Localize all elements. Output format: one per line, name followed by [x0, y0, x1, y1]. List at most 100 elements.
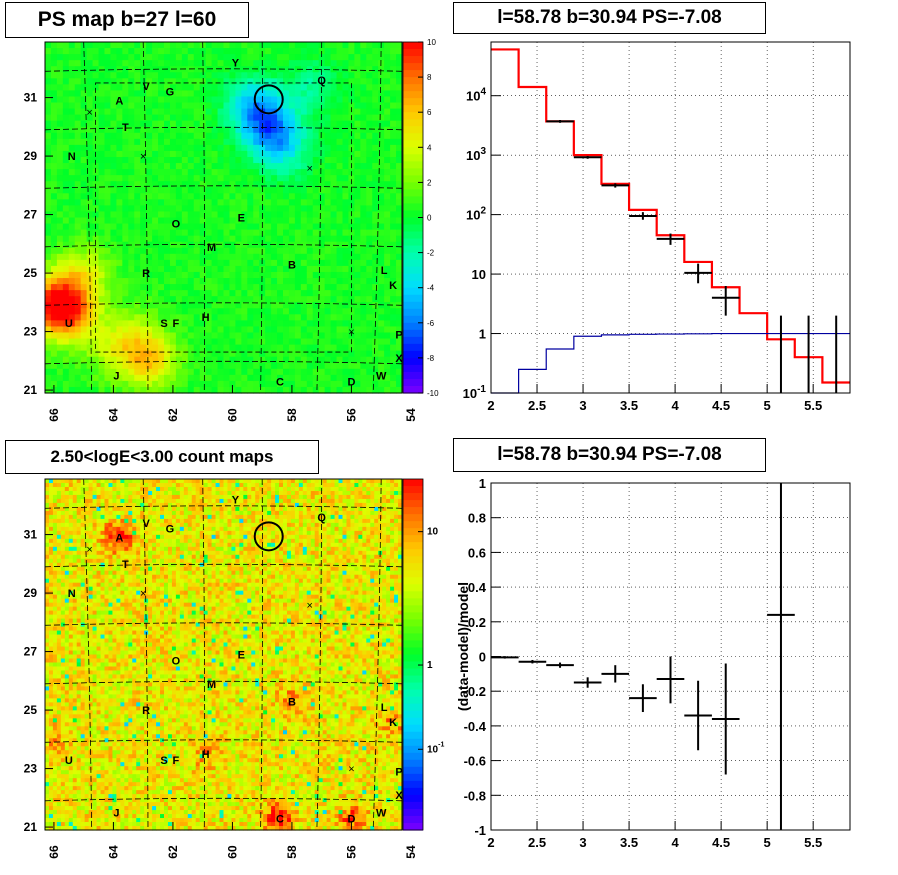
source-label: U	[65, 318, 73, 330]
y-tick-label: 25	[24, 703, 38, 717]
source-label: M	[207, 679, 216, 691]
data-point	[656, 233, 685, 245]
source-label: O	[172, 218, 181, 230]
x-tick-label: 2	[487, 835, 494, 850]
source-label: G	[166, 524, 175, 536]
source-label: L	[381, 265, 388, 277]
source-label: A	[115, 533, 123, 545]
source-label: G	[166, 87, 175, 99]
x-tick-label: 58	[285, 408, 299, 422]
x-tick-label: 64	[106, 845, 120, 859]
y-tick-label: -1	[474, 823, 486, 838]
map-grid	[44, 478, 403, 831]
source-cross: ×	[307, 600, 313, 612]
residual-point	[491, 656, 519, 659]
y-tick-label: 29	[24, 149, 38, 163]
y-tick-label: 21	[24, 383, 38, 397]
residual-point	[711, 663, 740, 775]
source-label: O	[172, 655, 181, 667]
residual-chart: 2 2.5 3 3.5 4 4.5 5 5.5 -1 -0.8 -0.6 -0.4 -0.2 0 0.2 0.…	[455, 476, 851, 850]
source-label: C	[276, 376, 284, 388]
region-box	[95, 82, 352, 353]
y-tick-label: 104	[466, 87, 486, 104]
x-tick-label: 5.5	[804, 835, 822, 850]
source-label: Q	[317, 512, 326, 524]
y-tick-label: -0.4	[464, 719, 487, 734]
data-point	[573, 155, 602, 159]
source-label: X	[395, 353, 403, 365]
source-label: R	[142, 705, 150, 717]
source-label: Y	[232, 57, 240, 69]
residual-point	[629, 684, 657, 713]
source-label: X	[395, 790, 403, 802]
y-tick-label: 1	[479, 327, 486, 342]
source-cross: ×	[86, 544, 92, 556]
y-tick-label: 31	[24, 528, 38, 542]
source-label: W	[376, 807, 387, 819]
source-label: S	[160, 318, 167, 330]
source-cross: ×	[348, 327, 354, 339]
source-label: K	[389, 280, 397, 292]
colorbar-tick-label: 0	[427, 214, 432, 223]
source-label: B	[288, 696, 296, 708]
source-label: E	[238, 213, 245, 225]
plot-frame	[44, 41, 403, 394]
source-label: Y	[232, 494, 240, 506]
target-circle	[253, 521, 284, 552]
y-tick-label: -0.2	[464, 684, 486, 699]
source-cross: ×	[140, 588, 146, 600]
y-tick-label: 103	[466, 146, 486, 163]
source-label: Q	[317, 75, 326, 87]
x-tick-label: 58	[285, 845, 299, 859]
source-label: E	[238, 650, 245, 662]
y-tick-label: 0	[479, 650, 486, 665]
x-tick-label: 62	[166, 408, 180, 422]
source-label: V	[142, 81, 150, 93]
source-label: N	[68, 588, 76, 600]
heatmap-cells	[45, 479, 403, 831]
colorbar	[403, 479, 423, 831]
x-tick-label: 4.5	[712, 398, 730, 413]
source-label: B	[288, 259, 296, 271]
x-tick-label: 54	[404, 845, 418, 859]
y-tick-label: -0.8	[464, 788, 486, 803]
y-tick-label: 10-1	[463, 384, 487, 401]
source-label: J	[113, 807, 119, 819]
x-tick-label: 4.5	[712, 835, 730, 850]
residual-point	[601, 665, 630, 683]
y-tick-label: 23	[24, 762, 38, 776]
y-tick-label: 0.6	[468, 545, 486, 560]
x-tick-label: 60	[225, 408, 239, 422]
source-cross: ×	[307, 163, 313, 175]
y-tick-label: 27	[24, 645, 38, 659]
x-tick-label: 5	[764, 398, 771, 413]
y-tick-label: -0.6	[464, 754, 486, 769]
source-label: F	[173, 318, 180, 330]
residual-title: l=58.78 b=30.94 PS=-7.08	[453, 438, 766, 472]
colorbar-tick-label: -6	[427, 319, 435, 328]
source-cross: ×	[140, 151, 146, 163]
x-tick-label: 4	[671, 835, 679, 850]
source-label: U	[65, 755, 73, 767]
colorbar	[403, 42, 423, 394]
map-grid	[44, 41, 403, 394]
source-label: P	[395, 767, 402, 779]
source-label: J	[113, 370, 119, 382]
y-tick-label: 29	[24, 586, 38, 600]
x-tick-label: 56	[344, 408, 358, 422]
data-point	[601, 183, 630, 188]
residual-point	[656, 656, 685, 704]
x-tick-label: 54	[404, 408, 418, 422]
source-label: V	[142, 518, 150, 530]
y-tick-label: 27	[24, 208, 38, 222]
source-label: S	[160, 755, 167, 767]
y-tick-label: 25	[24, 266, 38, 280]
colorbar-tick-label: 8	[427, 73, 432, 82]
source-label: R	[142, 268, 150, 280]
x-tick-label: 3.5	[620, 398, 638, 413]
y-tick-label: 23	[24, 325, 38, 339]
residual-point	[573, 677, 602, 688]
x-tick-label: 62	[166, 845, 180, 859]
plot-frame	[44, 478, 403, 831]
